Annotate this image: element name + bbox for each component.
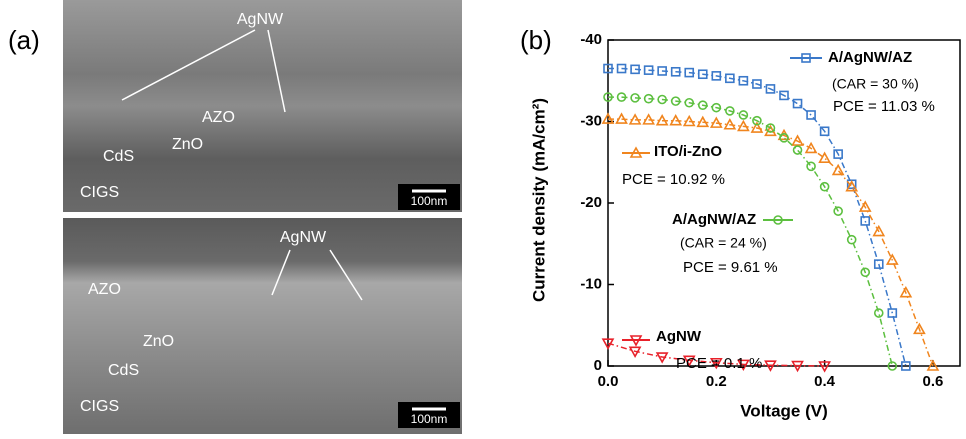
sem-image [63, 218, 462, 434]
panel-label: (a) [8, 25, 40, 55]
image-label: ZnO [143, 333, 174, 350]
image-label: CIGS [80, 398, 119, 415]
image-label: AZO [88, 281, 121, 298]
annotation: (CAR = 30 %) [832, 76, 919, 92]
annotation: PCE = 10.92 % [622, 171, 725, 188]
data-point [833, 165, 843, 174]
x-tick-label: 0.4 [814, 373, 836, 390]
image-label: CdS [103, 148, 134, 165]
series-line [608, 97, 892, 366]
panel-label: (b) [520, 25, 552, 55]
figure: (a) AgNWAZOZnOCdSCIGS100nmAgNWAZOZnOCdSC… [0, 0, 966, 434]
legend-label: A/AgNW/AZ [828, 49, 912, 66]
image-label: CIGS [80, 184, 119, 201]
data-point [861, 217, 869, 225]
legend-label: AgNW [656, 328, 702, 345]
x-tick-label: 0.0 [598, 373, 619, 390]
x-axis-title: Voltage (V) [740, 401, 828, 420]
image-label: ZnO [172, 136, 203, 153]
annotation: PCE = 9.61 % [683, 259, 778, 276]
data-point [807, 162, 815, 170]
legend-label: A/AgNW/AZ [672, 211, 756, 228]
image-label: AZO [202, 109, 235, 126]
y-tick-label: 0 [594, 357, 602, 374]
y-tick-label: -40 [580, 31, 602, 48]
data-point [794, 146, 802, 154]
scale-bar-label: 100nm [411, 194, 448, 208]
legend-label: ITO/i-ZnO [654, 143, 722, 160]
y-tick-label: -30 [580, 112, 602, 129]
data-point [820, 153, 830, 162]
x-tick-label: 0.6 [922, 373, 943, 390]
x-tick-label: 0.2 [706, 373, 727, 390]
image-label: AgNW [280, 229, 327, 246]
y-axis-title: Current density (mA/cm²) [529, 98, 548, 302]
y-tick-label: -20 [580, 194, 602, 211]
y-tick-label: -10 [580, 275, 602, 292]
scale-bar-label: 100nm [411, 412, 448, 426]
annotation: PCE = 0.1 % [676, 355, 762, 372]
image-label: AgNW [237, 11, 284, 28]
annotation: PCE = 11.03 % [833, 98, 935, 115]
annotation: (CAR = 24 %) [680, 235, 767, 251]
sem-image [63, 0, 462, 212]
image-label: CdS [108, 362, 139, 379]
